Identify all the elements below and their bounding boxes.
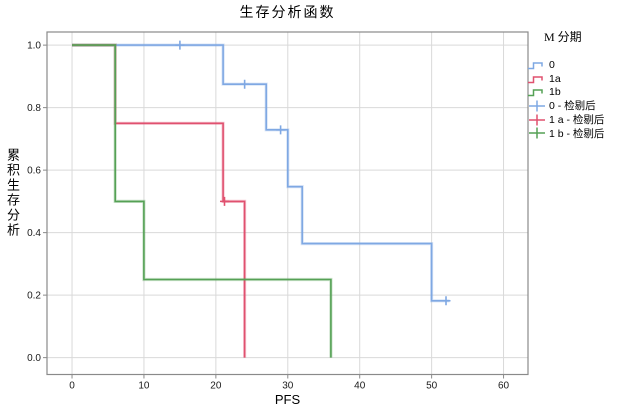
legend-items: 0 1a 1b 0 - 检剔后 1 a - 检剔后 1 b - 检剔后	[527, 58, 623, 140]
survival-curve-1a	[72, 44, 246, 358]
legend-title: M 分期	[544, 30, 582, 44]
legend-item: 1a	[527, 72, 623, 86]
censor-mark-1a	[219, 196, 229, 206]
legend-item-label: 0	[549, 58, 555, 71]
y-tick-label: 0.4	[27, 228, 41, 239]
censor-plus-icon	[529, 114, 545, 126]
x-axis-title: PFS	[274, 392, 301, 407]
censor-mark-0	[240, 79, 250, 89]
y-tick-label: 1.0	[27, 41, 41, 52]
legend: M 分期 0 1a 1b 0 - 检剔后 1 a - 检剔后 1 b - 检剔后	[527, 28, 623, 140]
survival-curve-halo-1a	[72, 43, 247, 358]
censor-plus-icon	[529, 127, 545, 139]
survival-curve-halo-1b	[72, 43, 333, 358]
censor-mark-0	[175, 40, 185, 50]
survival-curve-0	[72, 44, 450, 302]
legend-item: 0 - 检剔后	[527, 99, 623, 113]
survival-curve-1b	[72, 44, 332, 358]
legend-item-label: 1b	[549, 86, 561, 99]
x-tick-label: 20	[210, 381, 222, 392]
y-tick-label: 0.8	[27, 103, 41, 114]
chart-title: 生存分析函数	[239, 6, 336, 21]
x-tick-label: 0	[69, 381, 75, 392]
legend-item-label: 1 b - 检剔后	[549, 127, 605, 140]
legend-item-label: 1 a - 检剔后	[549, 114, 605, 127]
x-tick-label: 30	[282, 381, 294, 392]
x-tick-label: 10	[138, 381, 150, 392]
censor-plus-icon	[529, 100, 545, 112]
step-line-icon	[528, 89, 543, 97]
legend-item: 1 b - 检剔后	[527, 126, 623, 140]
step-line-icon	[528, 75, 543, 83]
y-tick-label: 0.6	[27, 166, 41, 177]
step-line-icon	[528, 62, 543, 70]
x-tick-label: 60	[498, 381, 510, 392]
y-axis-title: 累积生存分析	[5, 148, 20, 238]
y-tick-label: 0.2	[27, 291, 41, 302]
censor-mark-0	[276, 125, 286, 135]
legend-item: 1 a - 检剔后	[527, 113, 623, 127]
legend-item: 0	[527, 58, 623, 72]
y-tick-label: 0.0	[27, 353, 41, 364]
legend-item: 1b	[527, 85, 623, 99]
x-tick-label: 40	[354, 381, 366, 392]
censor-mark-0	[441, 296, 451, 306]
x-tick-label: 50	[426, 381, 438, 392]
legend-item-label: 1a	[549, 72, 561, 85]
legend-item-label: 0 - 检剔后	[549, 100, 596, 113]
